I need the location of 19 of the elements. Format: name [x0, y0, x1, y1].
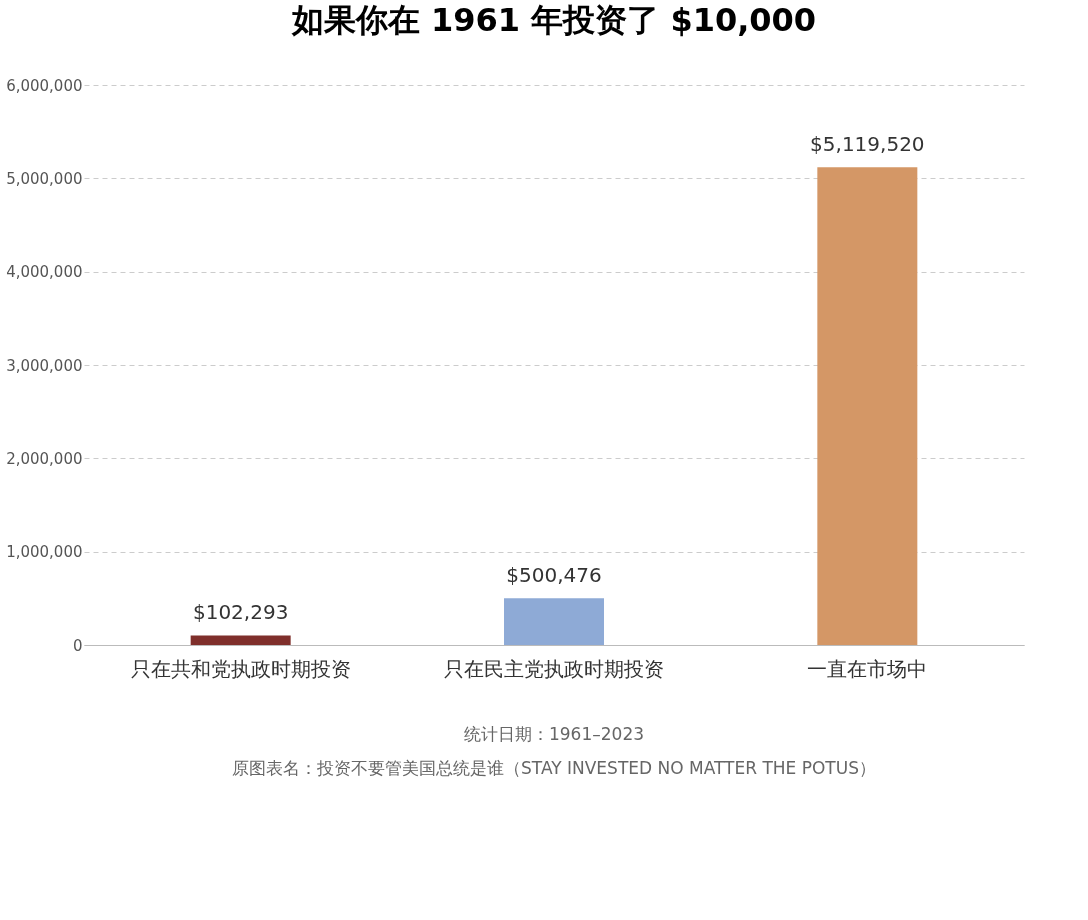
y-tick-label: 6,000,000: [6, 76, 83, 95]
bar: [817, 167, 918, 645]
y-tick-label: 1,000,000: [6, 543, 83, 562]
y-tick-label: 0: [72, 636, 83, 655]
bar: [190, 635, 291, 645]
y-tick-label: 2,000,000: [6, 449, 83, 468]
y-tick-label: 5,000,000: [6, 169, 83, 188]
y-tick-label: 4,000,000: [6, 263, 83, 282]
data-label: $5,119,520: [810, 132, 925, 157]
y-tick-label: 3,000,000: [6, 356, 83, 375]
x-tick-label: 一直在市场中: [807, 656, 928, 681]
x-tick-label: 只在共和党执政时期投资: [130, 656, 351, 681]
text: 统计日期：1961–2023: [463, 724, 645, 744]
x-tick-label: 只在民主党执政时期投资: [444, 656, 664, 681]
text: 原图表名：投资不要管美国总统是谁（STAY INVESTED NO MATTER THE POTUS）: [232, 758, 876, 778]
data-label: $102,293: [192, 600, 289, 625]
chart-title: 如果你在 1961 年投资了 $10,000: [290, 1, 817, 39]
bar: [504, 598, 604, 645]
data-label: $500,476: [506, 563, 602, 588]
